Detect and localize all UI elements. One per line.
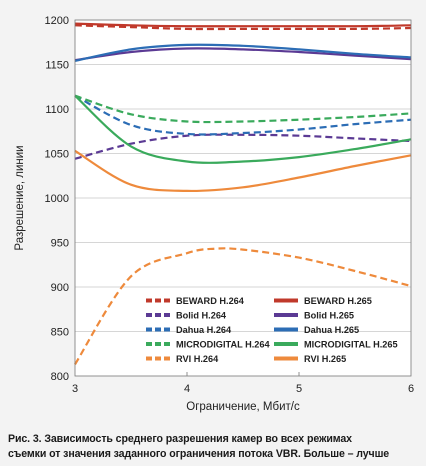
gridlines [75, 64, 411, 332]
series-line-rvi-h-265 [74, 149, 412, 193]
plot-frame [74, 19, 412, 377]
legend-label: Dahua H.265 [304, 325, 359, 335]
series-line-dahua-h-265 [74, 43, 412, 62]
x-tick-label: 3 [72, 383, 78, 395]
series-line-beward-h-265 [74, 22, 412, 28]
x-tick-labels: 3 4 5 6 [72, 372, 414, 395]
legend-label: MICRODIGITAL H.264 [176, 340, 270, 350]
y-tick-label: 1200 [45, 15, 69, 27]
series-line-rvi-h-264 [74, 247, 412, 365]
x-tick-label: 4 [184, 383, 190, 395]
series-line-bolid-h-265 [74, 47, 412, 62]
legend-label: RVI H.264 [176, 354, 219, 364]
legend-label: MICRODIGITAL H.265 [304, 340, 398, 350]
x-axis-label: Ограничение, Мбит/с [186, 401, 300, 413]
series-line-bolid-h-264 [74, 133, 412, 160]
x-tick-label: 6 [408, 383, 414, 395]
legend-label: RVI H.265 [304, 354, 346, 364]
series-line-dahua-h-264 [74, 94, 412, 136]
y-tick-label: 800 [51, 371, 69, 383]
legend-label: BEWARD H.264 [176, 296, 245, 306]
y-tick-label: 950 [51, 238, 69, 250]
series-line-microdigital-h-264 [74, 94, 412, 124]
caption-line-1: Рис. 3. Зависимость среднего разрешения … [8, 433, 352, 445]
y-tick-label: 1100 [45, 104, 69, 116]
caption-line-2: съемки от значения заданного ограничения… [8, 448, 390, 460]
series-line-microdigital-h-265 [74, 94, 412, 164]
legend-label: BEWARD H.265 [304, 296, 372, 306]
y-tick-label: 1050 [45, 149, 69, 161]
legend-label: Dahua H.264 [176, 325, 232, 335]
series-lines [74, 22, 412, 365]
y-tick-label: 900 [51, 282, 69, 294]
y-tick-label: 1000 [45, 193, 69, 205]
x-tick-label: 5 [296, 383, 302, 395]
y-tick-label: 1150 [45, 60, 69, 72]
series-line-beward-h-264 [74, 24, 412, 31]
y-axis-label: Разрешение, линии [14, 145, 26, 250]
legend-label: Bolid H.264 [176, 311, 227, 321]
figure-caption: Рис. 3. Зависимость среднего разрешения … [8, 432, 422, 462]
legend: BEWARD H.264 BEWARD H.265 Bolid H.264 Bolid… [146, 296, 398, 364]
legend-label: Bolid H.265 [304, 311, 354, 321]
y-tick-labels: 800 850 900 950 1000 1050 1100 1150 1200 [45, 15, 69, 383]
y-tick-label: 850 [51, 327, 69, 339]
